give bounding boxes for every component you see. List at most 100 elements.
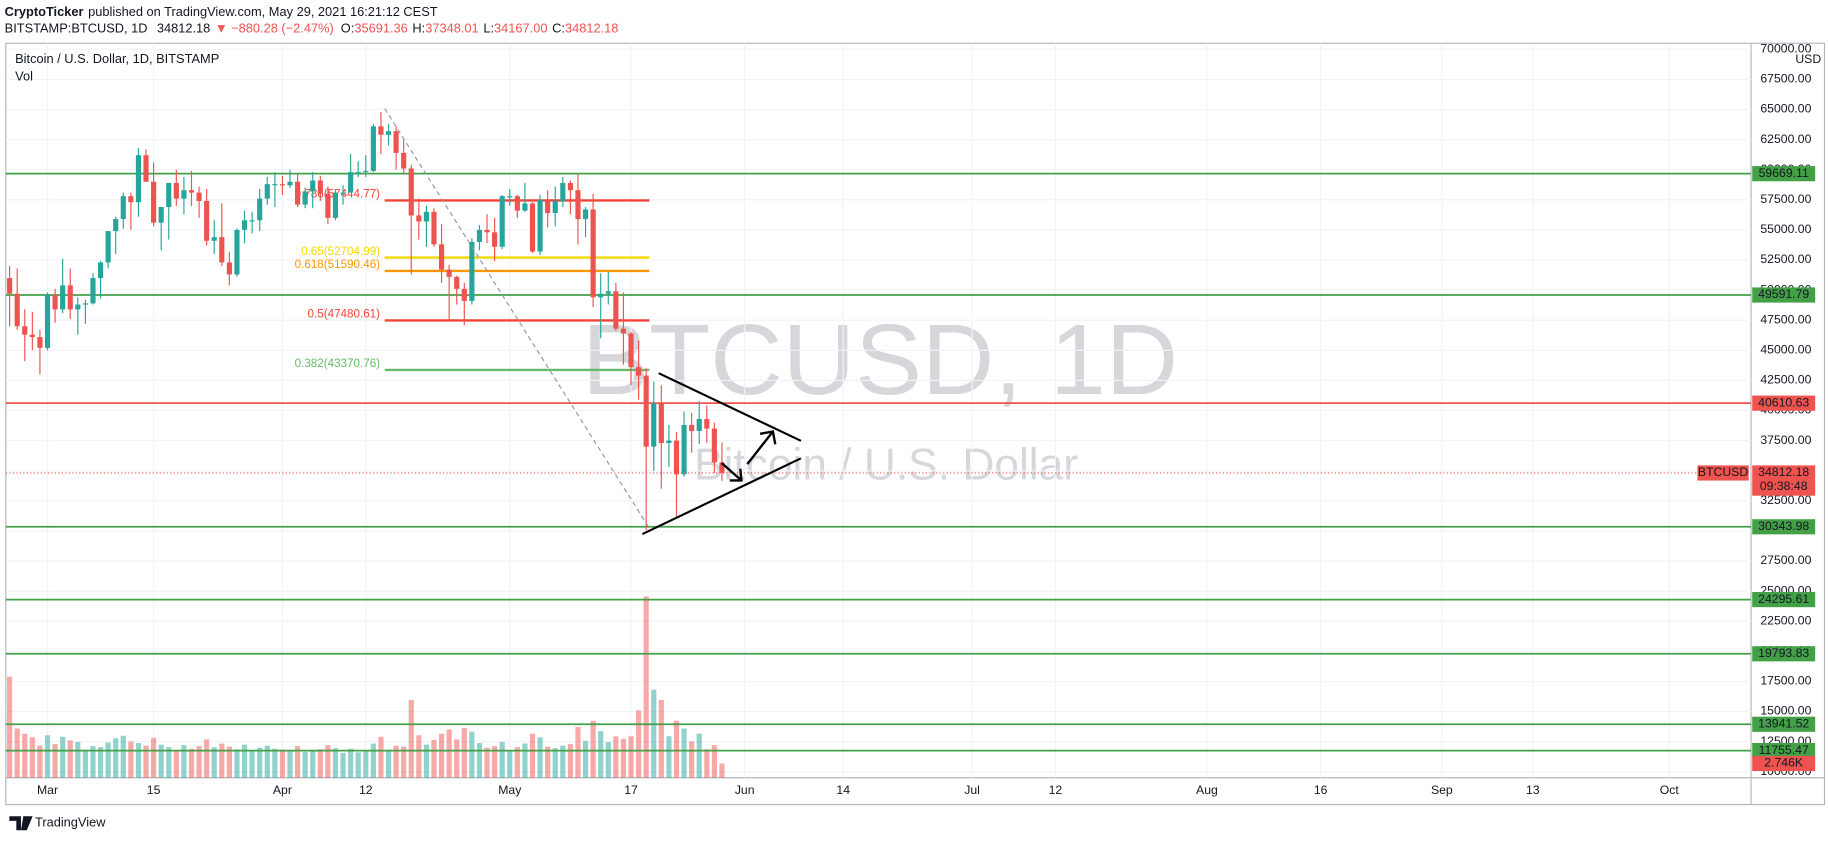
volume-bar: [438, 733, 445, 778]
level-label: 11755.47: [1759, 743, 1809, 757]
candle-body: [393, 131, 399, 153]
price: 34812.18: [157, 21, 210, 36]
volume-bar: [620, 738, 627, 778]
volume-bar: [552, 748, 558, 778]
brand-logo: [9, 816, 33, 831]
x-tick-label: 15: [147, 783, 161, 797]
volume-bar: [97, 747, 104, 778]
volume-bar: [241, 744, 248, 778]
volume-bar: [295, 746, 301, 778]
volume-bar: [507, 750, 513, 778]
candle-body: [651, 403, 657, 447]
volume-bar: [454, 739, 460, 778]
candle-body: [461, 288, 467, 301]
volume-bar: [575, 726, 581, 778]
y-tick-label: 67500.00: [1760, 72, 1811, 86]
brand: TradingView: [35, 815, 106, 830]
candle-body: [438, 244, 445, 270]
volume-bar: [446, 729, 452, 778]
volume-bar: [590, 720, 596, 778]
ohlc-key: O:: [341, 21, 355, 36]
candle-body: [423, 211, 429, 222]
x-tick-label: 14: [836, 783, 850, 797]
candle-body: [582, 209, 589, 220]
candle-body: [128, 196, 134, 203]
candle-body: [166, 182, 172, 208]
volume-bar: [522, 743, 528, 778]
candle-body: [90, 278, 96, 304]
axis-layer: USD 10000.0012500.0015000.0017500.002000…: [37, 42, 1821, 797]
volume-bar: [378, 736, 384, 778]
candle-body: [711, 428, 717, 463]
candle-body: [522, 203, 528, 211]
level-badge: [1752, 166, 1816, 182]
volume-bar: [469, 731, 475, 778]
candle-body: [620, 328, 627, 334]
candle-body: [272, 184, 278, 186]
volume-bar: [355, 752, 361, 778]
candle-body: [492, 232, 498, 247]
volume-bar: [719, 763, 725, 778]
volume-bar: [423, 744, 429, 778]
candle-body: [476, 229, 483, 242]
level-label: 30343.98: [1758, 519, 1809, 533]
y-tick-label: 32500.00: [1760, 493, 1811, 507]
x-tick-label: Jul: [964, 783, 980, 797]
volume-bar: [204, 739, 210, 778]
volume-bar: [385, 749, 392, 778]
candle-body: [537, 199, 543, 252]
volume-bar: [567, 744, 573, 778]
candle-body: [204, 201, 210, 241]
volume-bar: [529, 733, 536, 778]
candle-body: [257, 198, 263, 221]
volume-bar: [401, 746, 407, 778]
volume-bar: [120, 735, 126, 778]
candle-body: [158, 207, 164, 223]
countdown: 09:38:48: [1760, 479, 1808, 493]
level-badge: [1752, 592, 1816, 608]
volume-bar: [393, 745, 399, 778]
y-tick-label: 42500.00: [1760, 373, 1811, 387]
candle-body: [636, 367, 642, 376]
volume-bar: [598, 731, 604, 778]
y-tick-label: 27500.00: [1760, 553, 1811, 567]
candle-body: [325, 193, 331, 218]
candle-body: [302, 191, 308, 205]
ohlc-value: 34167.00: [494, 21, 547, 36]
candle-body: [696, 418, 702, 431]
candle-body: [295, 181, 301, 205]
volume-bar: [499, 741, 505, 778]
volume-bar: [14, 728, 20, 778]
volume-bar: [348, 748, 354, 778]
candle-body: [719, 462, 725, 473]
candle-body: [628, 333, 634, 368]
volume-bar: [7, 676, 13, 778]
candle-body: [673, 440, 680, 475]
candle-body: [75, 304, 81, 310]
volume-bar: [416, 735, 422, 778]
volume-bar: [196, 746, 202, 778]
candle-body: [529, 203, 536, 252]
price-label: 34812.18: [1758, 465, 1809, 479]
x-tick-label: 13: [1526, 783, 1540, 797]
volume-bar: [135, 743, 142, 778]
drawings: [384, 108, 802, 536]
candle-body: [552, 201, 558, 214]
volume-bar: [484, 747, 490, 778]
volume-bar: [166, 747, 172, 778]
watermark: BTCUSD, 1D: [582, 304, 1178, 416]
volume-bar: [188, 748, 195, 778]
level-badge: [1752, 395, 1816, 411]
triangle-upper: [658, 372, 802, 442]
x-tick-label: 12: [1049, 783, 1063, 797]
volume-bar: [44, 735, 51, 778]
candle-body: [211, 237, 217, 241]
volume-bar: [408, 700, 414, 778]
symbol-line: BITSTAMP:BTCUSD, 1D 34812.18 ▼ −880.28 (−2…: [5, 21, 619, 36]
volume-bar: [128, 741, 134, 778]
volume-bar: [605, 741, 611, 778]
volume-bar: [310, 750, 316, 778]
header-line: CryptoTicker published on TradingView.com…: [5, 4, 438, 19]
candle-body: [507, 196, 513, 198]
candle-body: [219, 237, 225, 263]
